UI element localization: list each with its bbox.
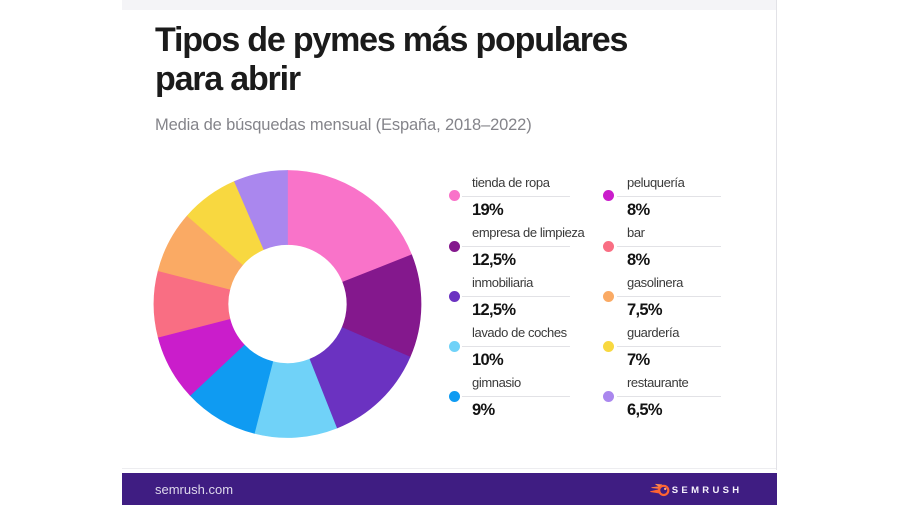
svg-text:SEMRUSH: SEMRUSH <box>672 485 743 496</box>
